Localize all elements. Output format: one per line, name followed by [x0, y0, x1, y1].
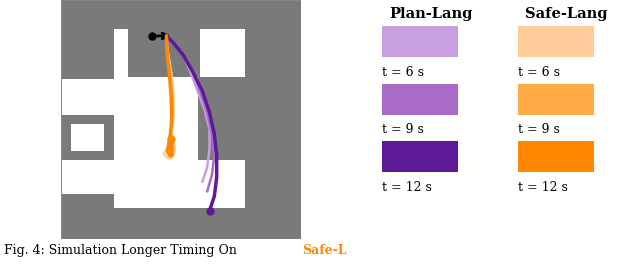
- Bar: [518, 141, 594, 172]
- Text: Safe-Lang: Safe-Lang: [525, 7, 608, 21]
- Text: t = 12 s: t = 12 s: [518, 181, 568, 194]
- Bar: [61, 194, 114, 239]
- Bar: [61, 29, 128, 79]
- Bar: [381, 141, 458, 172]
- Bar: [114, 208, 245, 239]
- Bar: [61, 160, 114, 194]
- Bar: [245, 29, 301, 239]
- Bar: [198, 77, 245, 160]
- Bar: [61, 0, 301, 29]
- Bar: [70, 124, 104, 151]
- Bar: [61, 115, 114, 160]
- Bar: [381, 26, 458, 57]
- Text: t = 9 s: t = 9 s: [518, 123, 559, 136]
- Bar: [114, 77, 198, 208]
- Bar: [128, 29, 200, 77]
- Text: t = 6 s: t = 6 s: [518, 66, 559, 79]
- Bar: [381, 84, 458, 115]
- Text: t = 6 s: t = 6 s: [381, 66, 424, 79]
- Bar: [518, 84, 594, 115]
- Bar: [518, 26, 594, 57]
- Text: Safe-L: Safe-L: [302, 244, 346, 257]
- Text: Fig. 4: Simulation Longer Timing On: Fig. 4: Simulation Longer Timing On: [4, 244, 241, 257]
- Bar: [245, 0, 301, 239]
- Bar: [61, 0, 301, 29]
- Bar: [114, 29, 128, 77]
- Text: t = 9 s: t = 9 s: [381, 123, 424, 136]
- Text: t = 12 s: t = 12 s: [381, 181, 431, 194]
- Text: Plan-Lang: Plan-Lang: [389, 7, 472, 21]
